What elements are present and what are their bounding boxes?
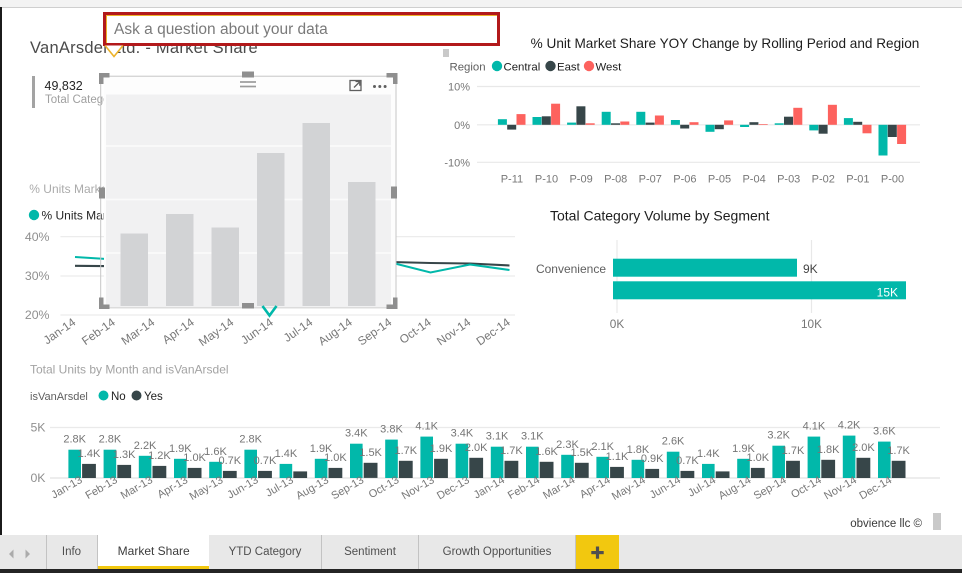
svg-text:Convenience: Convenience — [536, 262, 606, 276]
svg-text:9K: 9K — [803, 262, 818, 276]
svg-text:2.0K: 2.0K — [465, 442, 488, 454]
svg-text:0K: 0K — [610, 317, 625, 331]
svg-text:4.2K: 4.2K — [838, 420, 861, 432]
svg-text:1.9K: 1.9K — [732, 443, 755, 455]
svg-text:Yes: Yes — [144, 391, 163, 403]
svg-text:0%: 0% — [454, 120, 470, 132]
svg-text:3.8K: 3.8K — [380, 424, 403, 436]
svg-text:3.2K: 3.2K — [767, 430, 790, 442]
svg-text:P-06: P-06 — [673, 174, 696, 186]
svg-text:1.3K: 1.3K — [113, 449, 136, 461]
svg-text:obvience llc ©: obvience llc © — [850, 518, 922, 530]
svg-text:4.1K: 4.1K — [415, 421, 438, 433]
svg-text:2.8K: 2.8K — [99, 434, 122, 446]
svg-text:P-08: P-08 — [604, 174, 627, 186]
svg-text:West: West — [596, 62, 623, 74]
svg-text:2.2K: 2.2K — [134, 440, 157, 452]
svg-text:30%: 30% — [25, 269, 50, 283]
svg-text:1.7K: 1.7K — [500, 445, 523, 457]
svg-text:1.7K: 1.7K — [782, 445, 805, 457]
svg-text:1.7K: 1.7K — [887, 445, 910, 457]
svg-text:P-00: P-00 — [881, 174, 904, 186]
svg-text:15K: 15K — [877, 286, 898, 300]
svg-text:3.4K: 3.4K — [451, 428, 474, 440]
svg-text:1.6K: 1.6K — [204, 446, 227, 458]
svg-text:P-01: P-01 — [846, 174, 869, 186]
svg-text:1.9K: 1.9K — [310, 443, 333, 455]
svg-text:isVanArsdel: isVanArsdel — [30, 391, 88, 403]
svg-text:East: East — [557, 62, 581, 74]
svg-text:2.3K: 2.3K — [556, 439, 579, 451]
svg-text:P-10: P-10 — [535, 174, 558, 186]
svg-text:0.7K: 0.7K — [218, 455, 241, 467]
svg-text:Central: Central — [504, 62, 541, 74]
svg-text:40%: 40% — [25, 230, 50, 244]
svg-text:1.5K: 1.5K — [570, 447, 593, 459]
svg-text:3.6K: 3.6K — [873, 426, 896, 438]
svg-text:1.0K: 1.0K — [746, 452, 769, 464]
svg-text:P-11: P-11 — [501, 174, 523, 186]
svg-text:2.8K: 2.8K — [239, 434, 262, 446]
svg-text:20%: 20% — [25, 308, 50, 322]
svg-text:P-03: P-03 — [777, 174, 800, 186]
svg-text:2.6K: 2.6K — [662, 436, 685, 448]
svg-text:1.5K: 1.5K — [359, 447, 382, 459]
svg-text:10K: 10K — [801, 317, 822, 331]
svg-text:1.4K: 1.4K — [78, 448, 101, 460]
svg-text:1.7K: 1.7K — [394, 445, 417, 457]
svg-text:2.0K: 2.0K — [852, 442, 875, 454]
svg-text:1.0K: 1.0K — [183, 452, 206, 464]
svg-text:5K: 5K — [30, 421, 46, 435]
svg-text:1.9K: 1.9K — [169, 443, 192, 455]
svg-text:P-07: P-07 — [639, 174, 662, 186]
svg-text:P-02: P-02 — [812, 174, 835, 186]
svg-text:0.7K: 0.7K — [676, 455, 699, 467]
svg-text:1.0K: 1.0K — [324, 452, 347, 464]
svg-text:1.8K: 1.8K — [817, 444, 840, 456]
svg-text:1.4K: 1.4K — [697, 448, 720, 460]
svg-text:P-09: P-09 — [569, 174, 592, 186]
svg-text:1.9K: 1.9K — [430, 443, 453, 455]
svg-text:Total Units by Month and isVan: Total Units by Month and isVanArsdel — [30, 363, 229, 377]
svg-text:3.1K: 3.1K — [486, 431, 509, 443]
svg-text:Region: Region — [450, 62, 486, 74]
svg-text:No: No — [111, 391, 126, 403]
svg-text:0K: 0K — [30, 471, 46, 485]
svg-text:10%: 10% — [448, 82, 470, 94]
svg-text:% Unit Market Share YOY Change: % Unit Market Share YOY Change by Rollin… — [531, 36, 920, 51]
svg-text:2.1K: 2.1K — [591, 441, 614, 453]
svg-text:Total Category Volume by Segme: Total Category Volume by Segment — [550, 208, 770, 224]
svg-text:2.8K: 2.8K — [63, 434, 86, 446]
svg-text:4.1K: 4.1K — [803, 421, 826, 433]
svg-text:3.4K: 3.4K — [345, 428, 368, 440]
svg-text:-10%: -10% — [444, 157, 470, 169]
svg-text:1.6K: 1.6K — [535, 446, 558, 458]
svg-text:0.7K: 0.7K — [254, 455, 277, 467]
svg-text:0.9K: 0.9K — [641, 453, 664, 465]
svg-text:1.1K: 1.1K — [606, 451, 629, 463]
svg-text:1.4K: 1.4K — [275, 448, 298, 460]
svg-text:P-05: P-05 — [708, 174, 731, 186]
svg-text:3.1K: 3.1K — [521, 431, 544, 443]
svg-text:1.8K: 1.8K — [627, 444, 650, 456]
svg-text:1.2K: 1.2K — [148, 450, 171, 462]
svg-text:P-04: P-04 — [742, 174, 765, 186]
